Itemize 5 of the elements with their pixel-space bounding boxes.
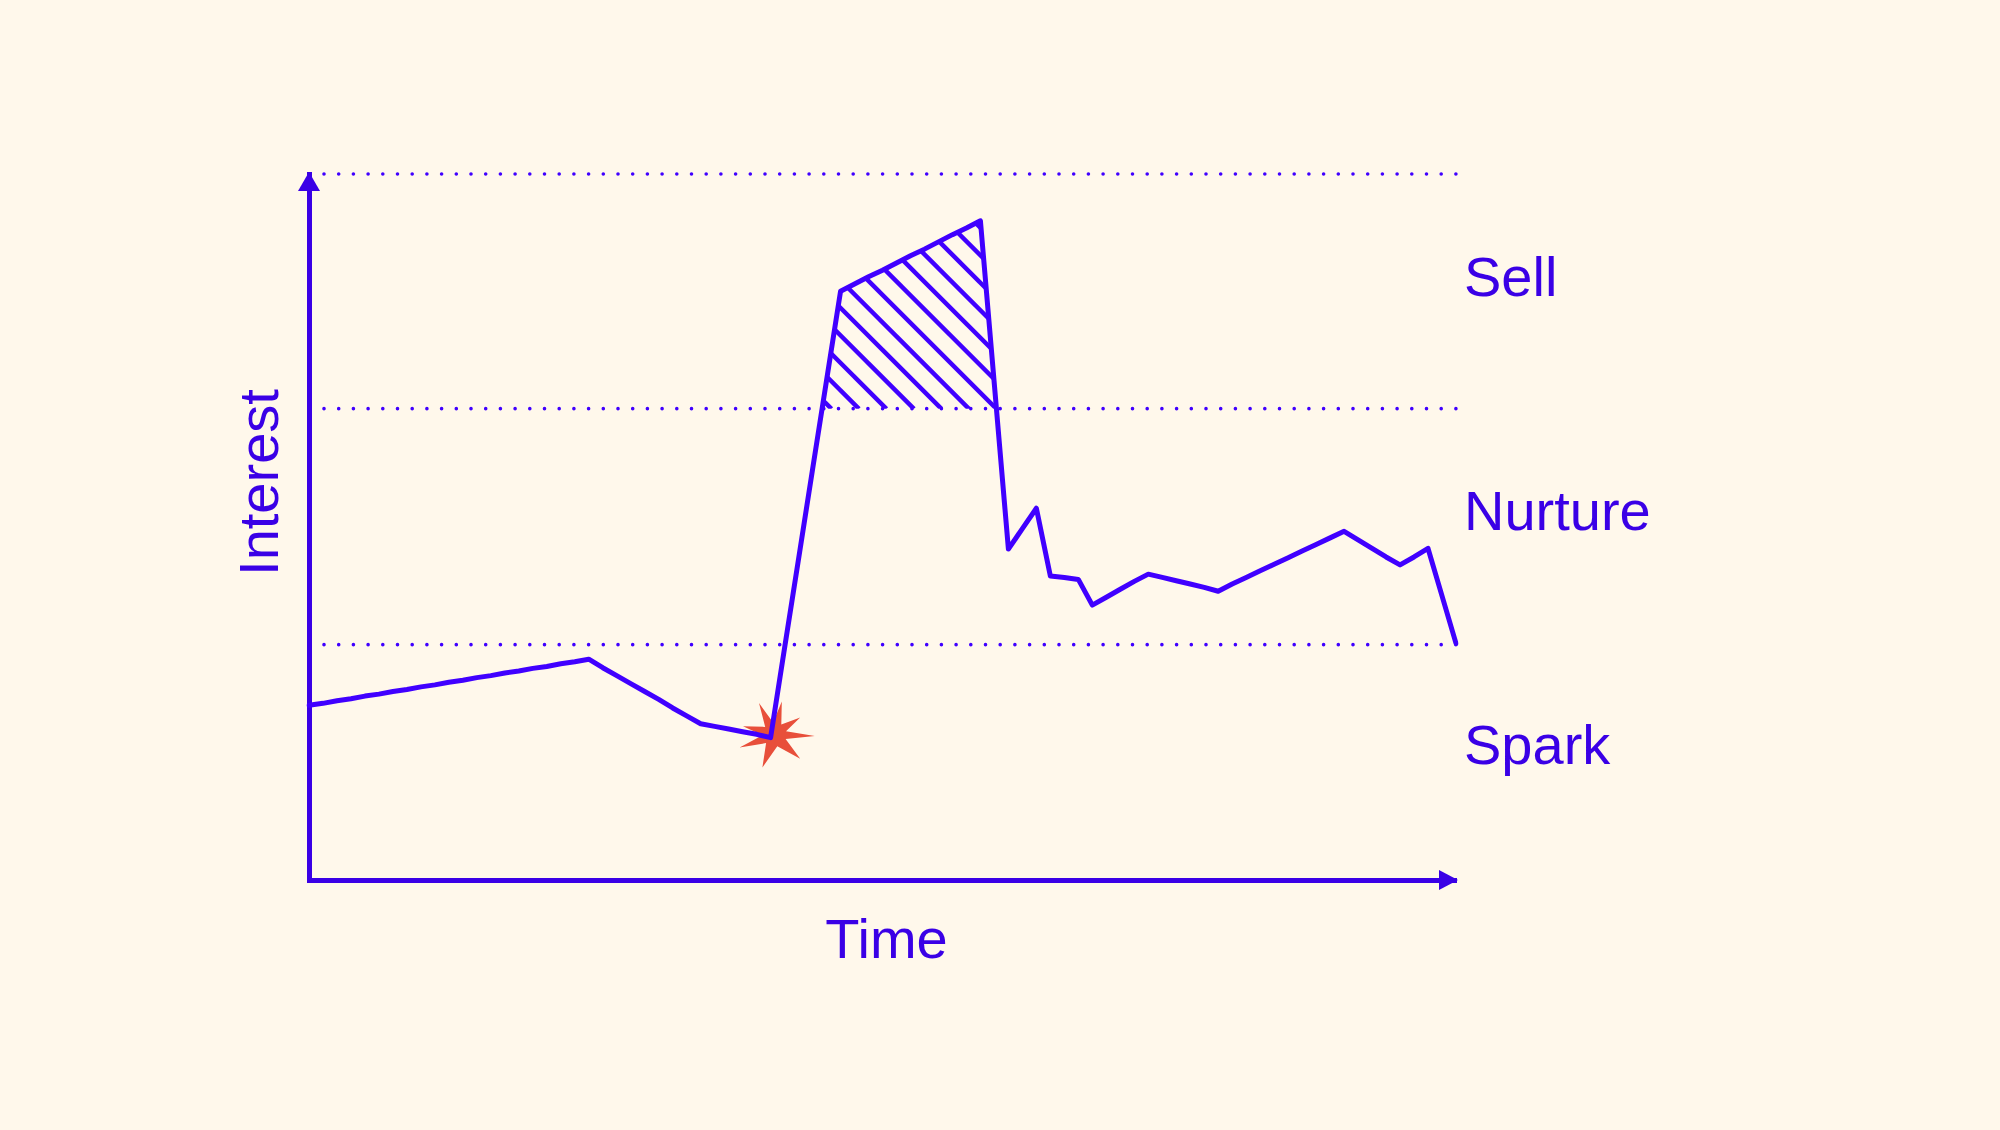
y-axis-title: Interest	[227, 388, 290, 576]
x-axis-title: Time	[825, 907, 948, 970]
text: Spark	[1464, 713, 1612, 776]
text: Nurture	[1464, 479, 1651, 542]
text: Sell	[1464, 245, 1558, 308]
